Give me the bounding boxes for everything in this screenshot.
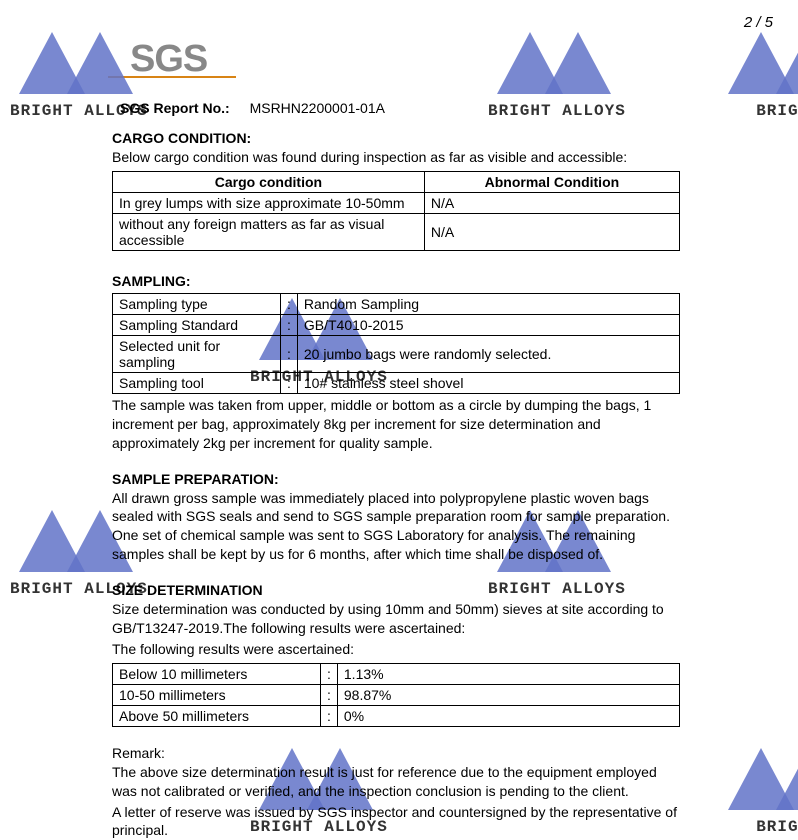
table-row: Sampling Standard : GB/T4010-2015 [113, 314, 680, 335]
table-row: Selected unit for sampling : 20 jumbo ba… [113, 335, 680, 372]
size-key: Above 50 millimeters [113, 705, 321, 726]
size-determination-title: SIZE DETERMINATION [112, 582, 680, 598]
sampling-val: 10# stainless steel shovel [297, 372, 679, 393]
cargo-cell: In grey lumps with size approximate 10-5… [113, 192, 425, 213]
table-row: Above 50 millimeters : 0% [113, 705, 680, 726]
size-key: 10-50 millimeters [113, 684, 321, 705]
remark-title: Remark: [112, 745, 680, 761]
size-val: 0% [337, 705, 679, 726]
report-number-line: SGS Report No.: MSRHN2200001-01A [112, 100, 680, 116]
sampling-key: Selected unit for sampling [113, 335, 281, 372]
report-no-label: SGS Report No.: [120, 100, 230, 116]
remark-para1: The above size determination result is j… [112, 763, 680, 801]
remark-para2: A letter of reserve was issued by SGS in… [112, 803, 680, 840]
size-determination-table: Below 10 millimeters : 1.13% 10-50 milli… [112, 663, 680, 727]
watermark-label: BRIGHT [728, 102, 798, 120]
sep: : [281, 372, 298, 393]
size-val: 1.13% [337, 663, 679, 684]
report-no-value: MSRHN2200001-01A [250, 100, 385, 116]
sep: : [321, 684, 338, 705]
sampling-key: Sampling tool [113, 372, 281, 393]
sep: : [281, 335, 298, 372]
size-key: Below 10 millimeters [113, 663, 321, 684]
sep: : [281, 314, 298, 335]
sample-prep-paragraph: All drawn gross sample was immediately p… [112, 489, 680, 565]
table-row: without any foreign matters as far as vi… [113, 213, 680, 250]
table-row: In grey lumps with size approximate 10-5… [113, 192, 680, 213]
cargo-cell: N/A [424, 213, 679, 250]
sgs-logo: SGS [130, 38, 207, 81]
cargo-header-condition: Cargo condition [113, 171, 425, 192]
sampling-title: SAMPLING: [112, 273, 680, 289]
sample-prep-title: SAMPLE PREPARATION: [112, 471, 680, 487]
sampling-key: Sampling type [113, 293, 281, 314]
sampling-val: Random Sampling [297, 293, 679, 314]
sampling-val: 20 jumbo bags were randomly selected. [297, 335, 679, 372]
sampling-paragraph: The sample was taken from upper, middle … [112, 396, 680, 453]
watermark: BRIGHT [728, 32, 798, 120]
table-row: Below 10 millimeters : 1.13% [113, 663, 680, 684]
cargo-condition-title: CARGO CONDITION: [112, 130, 680, 146]
size-det-para2: The following results were ascertained: [112, 640, 680, 659]
table-row: 10-50 millimeters : 98.87% [113, 684, 680, 705]
table-row: Sampling type : Random Sampling [113, 293, 680, 314]
cargo-header-abnormal: Abnormal Condition [424, 171, 679, 192]
page-number: 2 / 5 [744, 14, 773, 31]
document-content: SGS Report No.: MSRHN2200001-01A CARGO C… [112, 100, 680, 840]
sep: : [321, 705, 338, 726]
sep: : [281, 293, 298, 314]
cargo-cell: without any foreign matters as far as vi… [113, 213, 425, 250]
cargo-cell: N/A [424, 192, 679, 213]
cargo-condition-table: Cargo condition Abnormal Condition In gr… [112, 171, 680, 251]
sampling-table: Sampling type : Random Sampling Sampling… [112, 293, 680, 394]
sep: : [321, 663, 338, 684]
table-row: Sampling tool : 10# stainless steel shov… [113, 372, 680, 393]
cargo-condition-intro: Below cargo condition was found during i… [112, 148, 680, 167]
sampling-key: Sampling Standard [113, 314, 281, 335]
watermark: BRIGHT [728, 748, 798, 836]
sampling-val: GB/T4010-2015 [297, 314, 679, 335]
sgs-logo-underline [108, 76, 236, 78]
size-val: 98.87% [337, 684, 679, 705]
table-header-row: Cargo condition Abnormal Condition [113, 171, 680, 192]
size-det-para1: Size determination was conducted by usin… [112, 600, 680, 638]
